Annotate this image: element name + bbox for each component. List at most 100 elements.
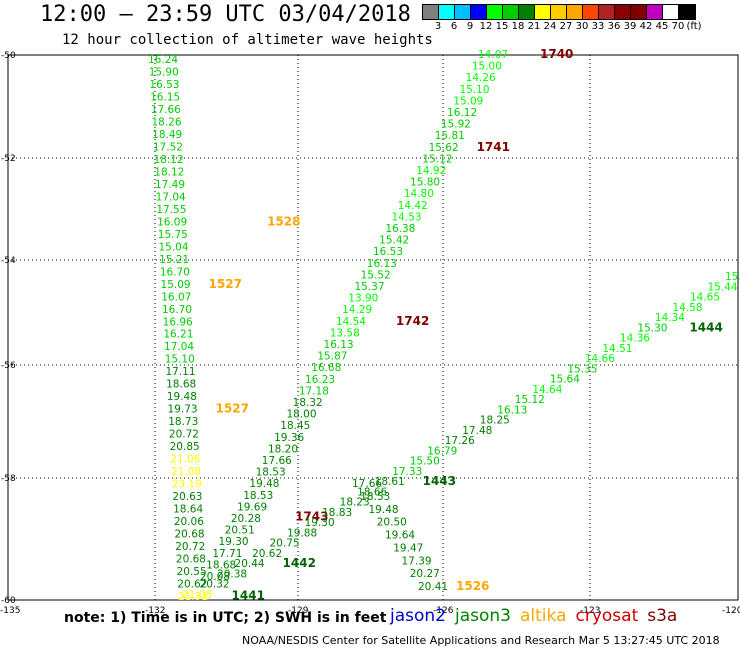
swh-value: 18.53 — [256, 467, 286, 479]
pass-time-label: 1527 — [216, 402, 249, 416]
legend-swatch — [423, 5, 439, 19]
legend-swatch — [519, 5, 535, 19]
swh-value: 16.09 — [157, 216, 187, 228]
swh-value: 21.06 — [170, 454, 200, 466]
swh-value: 15.80 — [410, 177, 440, 189]
swh-value: 20.27 — [410, 568, 440, 580]
swh-value: 20.51 — [225, 525, 255, 537]
swh-value: 20.63 — [172, 491, 202, 503]
swh-value: 18.64 — [173, 504, 203, 516]
swh-value: 19.48 — [369, 504, 399, 516]
legend-label: 6 — [450, 21, 458, 32]
swh-value: 15.87 — [317, 351, 347, 363]
legend-label: 45 — [655, 21, 669, 32]
swh-value: 21.08 — [182, 589, 212, 601]
swh-value: 15.62 — [429, 142, 459, 154]
swh-value: 16.38 — [385, 223, 415, 235]
swh-value: 17.11 — [165, 366, 195, 378]
swh-value: 13.90 — [348, 293, 378, 305]
swh-value: 23.19 — [172, 479, 202, 491]
legend-swatch — [487, 5, 503, 19]
color-legend: 3 6 9 12 15 18 21 24 27 30 33 36 39 42 45 70 (ft) — [422, 4, 702, 34]
legend-label: 24 — [543, 21, 557, 32]
legend-swatch — [471, 5, 487, 19]
legend-swatch — [567, 5, 583, 19]
satellite-altika: altika — [520, 606, 567, 626]
pass-time-label: 1740 — [540, 47, 573, 61]
swh-value: 15.09 — [453, 95, 483, 107]
swh-value: 15.52 — [361, 269, 391, 281]
satellite-cryosat: cryosat — [575, 606, 639, 626]
swh-value: 18.45 — [280, 420, 310, 432]
swh-value: 19.36 — [274, 432, 304, 444]
swh-value: 15.35 — [567, 363, 597, 375]
swh-value: 18.66 — [357, 486, 387, 498]
legend-swatch — [551, 5, 567, 19]
swh-value: 17.66 — [151, 104, 181, 116]
swh-value: 19.30 — [305, 517, 335, 529]
swh-value: 18.26 — [151, 116, 181, 128]
satellite-jason2: jason2 — [390, 606, 446, 626]
satellite-s3a: s3a — [647, 606, 678, 626]
swh-value: 20.72 — [175, 541, 205, 553]
lon-tick-label: -129 — [288, 606, 309, 616]
swh-value: 20.75 — [270, 538, 300, 550]
pass-time-label: 1527 — [209, 277, 242, 291]
swh-value: 16.53 — [149, 79, 179, 91]
swh-value: 14.54 — [336, 316, 366, 328]
swh-value: 17.66 — [352, 478, 382, 490]
swh-value: 15.92 — [441, 119, 471, 131]
swh-value: 14.26 — [466, 72, 496, 84]
swh-value: 20.06 — [174, 516, 204, 528]
swh-value: 17.48 — [462, 425, 492, 437]
lon-tick-label: -132 — [145, 606, 165, 616]
swh-value: 14.92 — [416, 165, 446, 177]
lat-tick-label: -52 — [1, 154, 16, 164]
swh-value: 13.58 — [330, 327, 360, 339]
legend-swatch — [631, 5, 647, 19]
swh-value: 17.18 — [299, 385, 329, 397]
swh-value: 20.55 — [177, 566, 207, 578]
lon-tick-label: -123 — [580, 606, 600, 616]
swh-value: 15.04 — [158, 241, 188, 253]
swh-value: 16.15 — [150, 91, 180, 103]
swh-value: 20.50 — [377, 517, 407, 529]
map-subtitle: 12 hour collection of altimeter wave hei… — [62, 32, 433, 48]
swh-value: 20.44 — [235, 558, 265, 570]
swh-value: 15.44 — [707, 281, 737, 293]
legend-swatch — [679, 5, 695, 19]
lon-tick-label: -135 — [0, 606, 20, 616]
swh-value: 15.00 — [472, 61, 502, 73]
legend-label: 42 — [639, 21, 653, 32]
legend-swatch — [503, 5, 519, 19]
swh-value: 15.10 — [459, 84, 489, 96]
pass-time-label: 1743 — [295, 509, 328, 523]
swh-value: 20.32 — [200, 579, 230, 591]
footer-note: note: 1) Time is in UTC; 2) SWH is in fe… — [64, 610, 387, 626]
swh-value: 17.04 — [156, 191, 186, 203]
swh-value: 18.12 — [154, 154, 184, 166]
swh-value: 17.33 — [392, 466, 422, 478]
swh-value: 14.42 — [398, 200, 428, 212]
swh-value: 20.62 — [252, 548, 282, 560]
swh-value: 18.49 — [152, 129, 182, 141]
credit-line: NOAA/NESDIS Center for Satellite Applica… — [242, 634, 720, 647]
lat-tick-label: -60 — [1, 596, 16, 606]
swh-value: 15.12 — [515, 394, 545, 406]
swh-value: 18.12 — [154, 166, 184, 178]
swh-value: 14.34 — [655, 312, 685, 324]
swh-value: 14.65 — [690, 292, 720, 304]
swh-value: 20.68 — [176, 554, 206, 566]
swh-value: 17.39 — [402, 555, 432, 567]
satellite-jason3: jason3 — [455, 606, 511, 626]
legend-label: 30 — [575, 21, 589, 32]
swh-value: 16.53 — [373, 246, 403, 258]
swh-value: 17.49 — [155, 179, 185, 191]
swh-value: 15.21 — [159, 254, 189, 266]
swh-value: 14.36 — [620, 333, 650, 345]
legend-swatch — [615, 5, 631, 19]
lat-tick-label: -50 — [1, 51, 16, 61]
swh-value: 18.61 — [375, 476, 405, 488]
swh-value: 19.48 — [249, 478, 279, 490]
